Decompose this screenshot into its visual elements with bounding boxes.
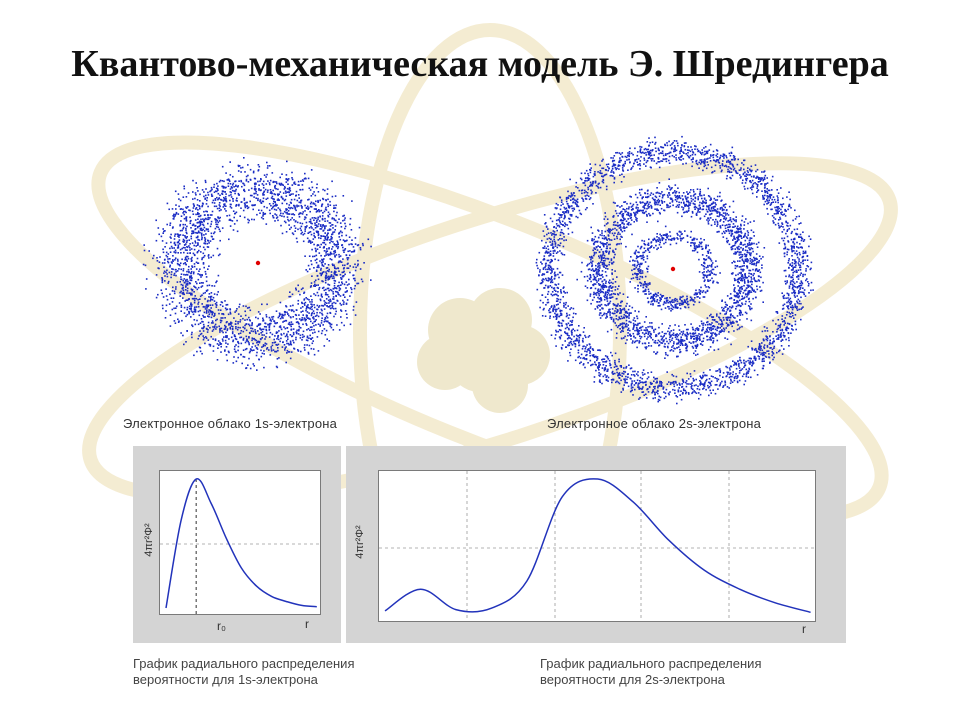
graph-2s-svg xyxy=(379,471,815,621)
graph-1s-svg xyxy=(160,478,320,614)
graph-2s-r-tick: r xyxy=(802,622,806,636)
graph-2s-ylabel: 4πr²Φ² xyxy=(354,525,366,559)
graph-2s-caption-line1: График радиального распределения xyxy=(540,656,762,671)
graph-2s-plot-area xyxy=(378,470,816,622)
nucleus-dot xyxy=(670,266,676,272)
graph-2s-caption: График радиального распределения вероятн… xyxy=(540,656,761,688)
probability-curve xyxy=(165,478,317,609)
electron-dots xyxy=(142,157,372,371)
electron-cloud-2s xyxy=(535,135,814,405)
electron-dots xyxy=(535,135,814,405)
graph-1s-caption-line1: График радиального распределения xyxy=(133,656,355,671)
graph-1s-ylabel: 4πr²Φ² xyxy=(143,523,155,557)
cloud-2s-caption: Электронное облако 2s-электрона xyxy=(547,416,762,431)
graph-1s-panel: 4πr²Φ² r₀ r xyxy=(133,446,341,643)
probability-curve xyxy=(384,478,811,614)
graph-1s-r-tick: r xyxy=(305,617,309,631)
graph-1s-caption-line2: вероятности для 1s-электрона xyxy=(133,672,318,687)
nucleus-dot xyxy=(255,260,261,266)
graph-2s-panel: 4πr²Φ² r xyxy=(346,446,846,643)
graph-1s-plot-area xyxy=(159,470,321,615)
slide-title: Квантово-механическая модель Э. Шрединге… xyxy=(71,43,889,85)
graph-1s-r0-tick: r₀ xyxy=(217,619,226,633)
graph-2s-caption-line2: вероятности для 2s-электрона xyxy=(540,672,725,687)
cloud-1s-caption: Электронное облако 1s-электрона xyxy=(123,416,338,431)
graph-1s-caption: График радиального распределения вероятн… xyxy=(133,656,354,688)
electron-cloud-1s xyxy=(142,157,372,371)
